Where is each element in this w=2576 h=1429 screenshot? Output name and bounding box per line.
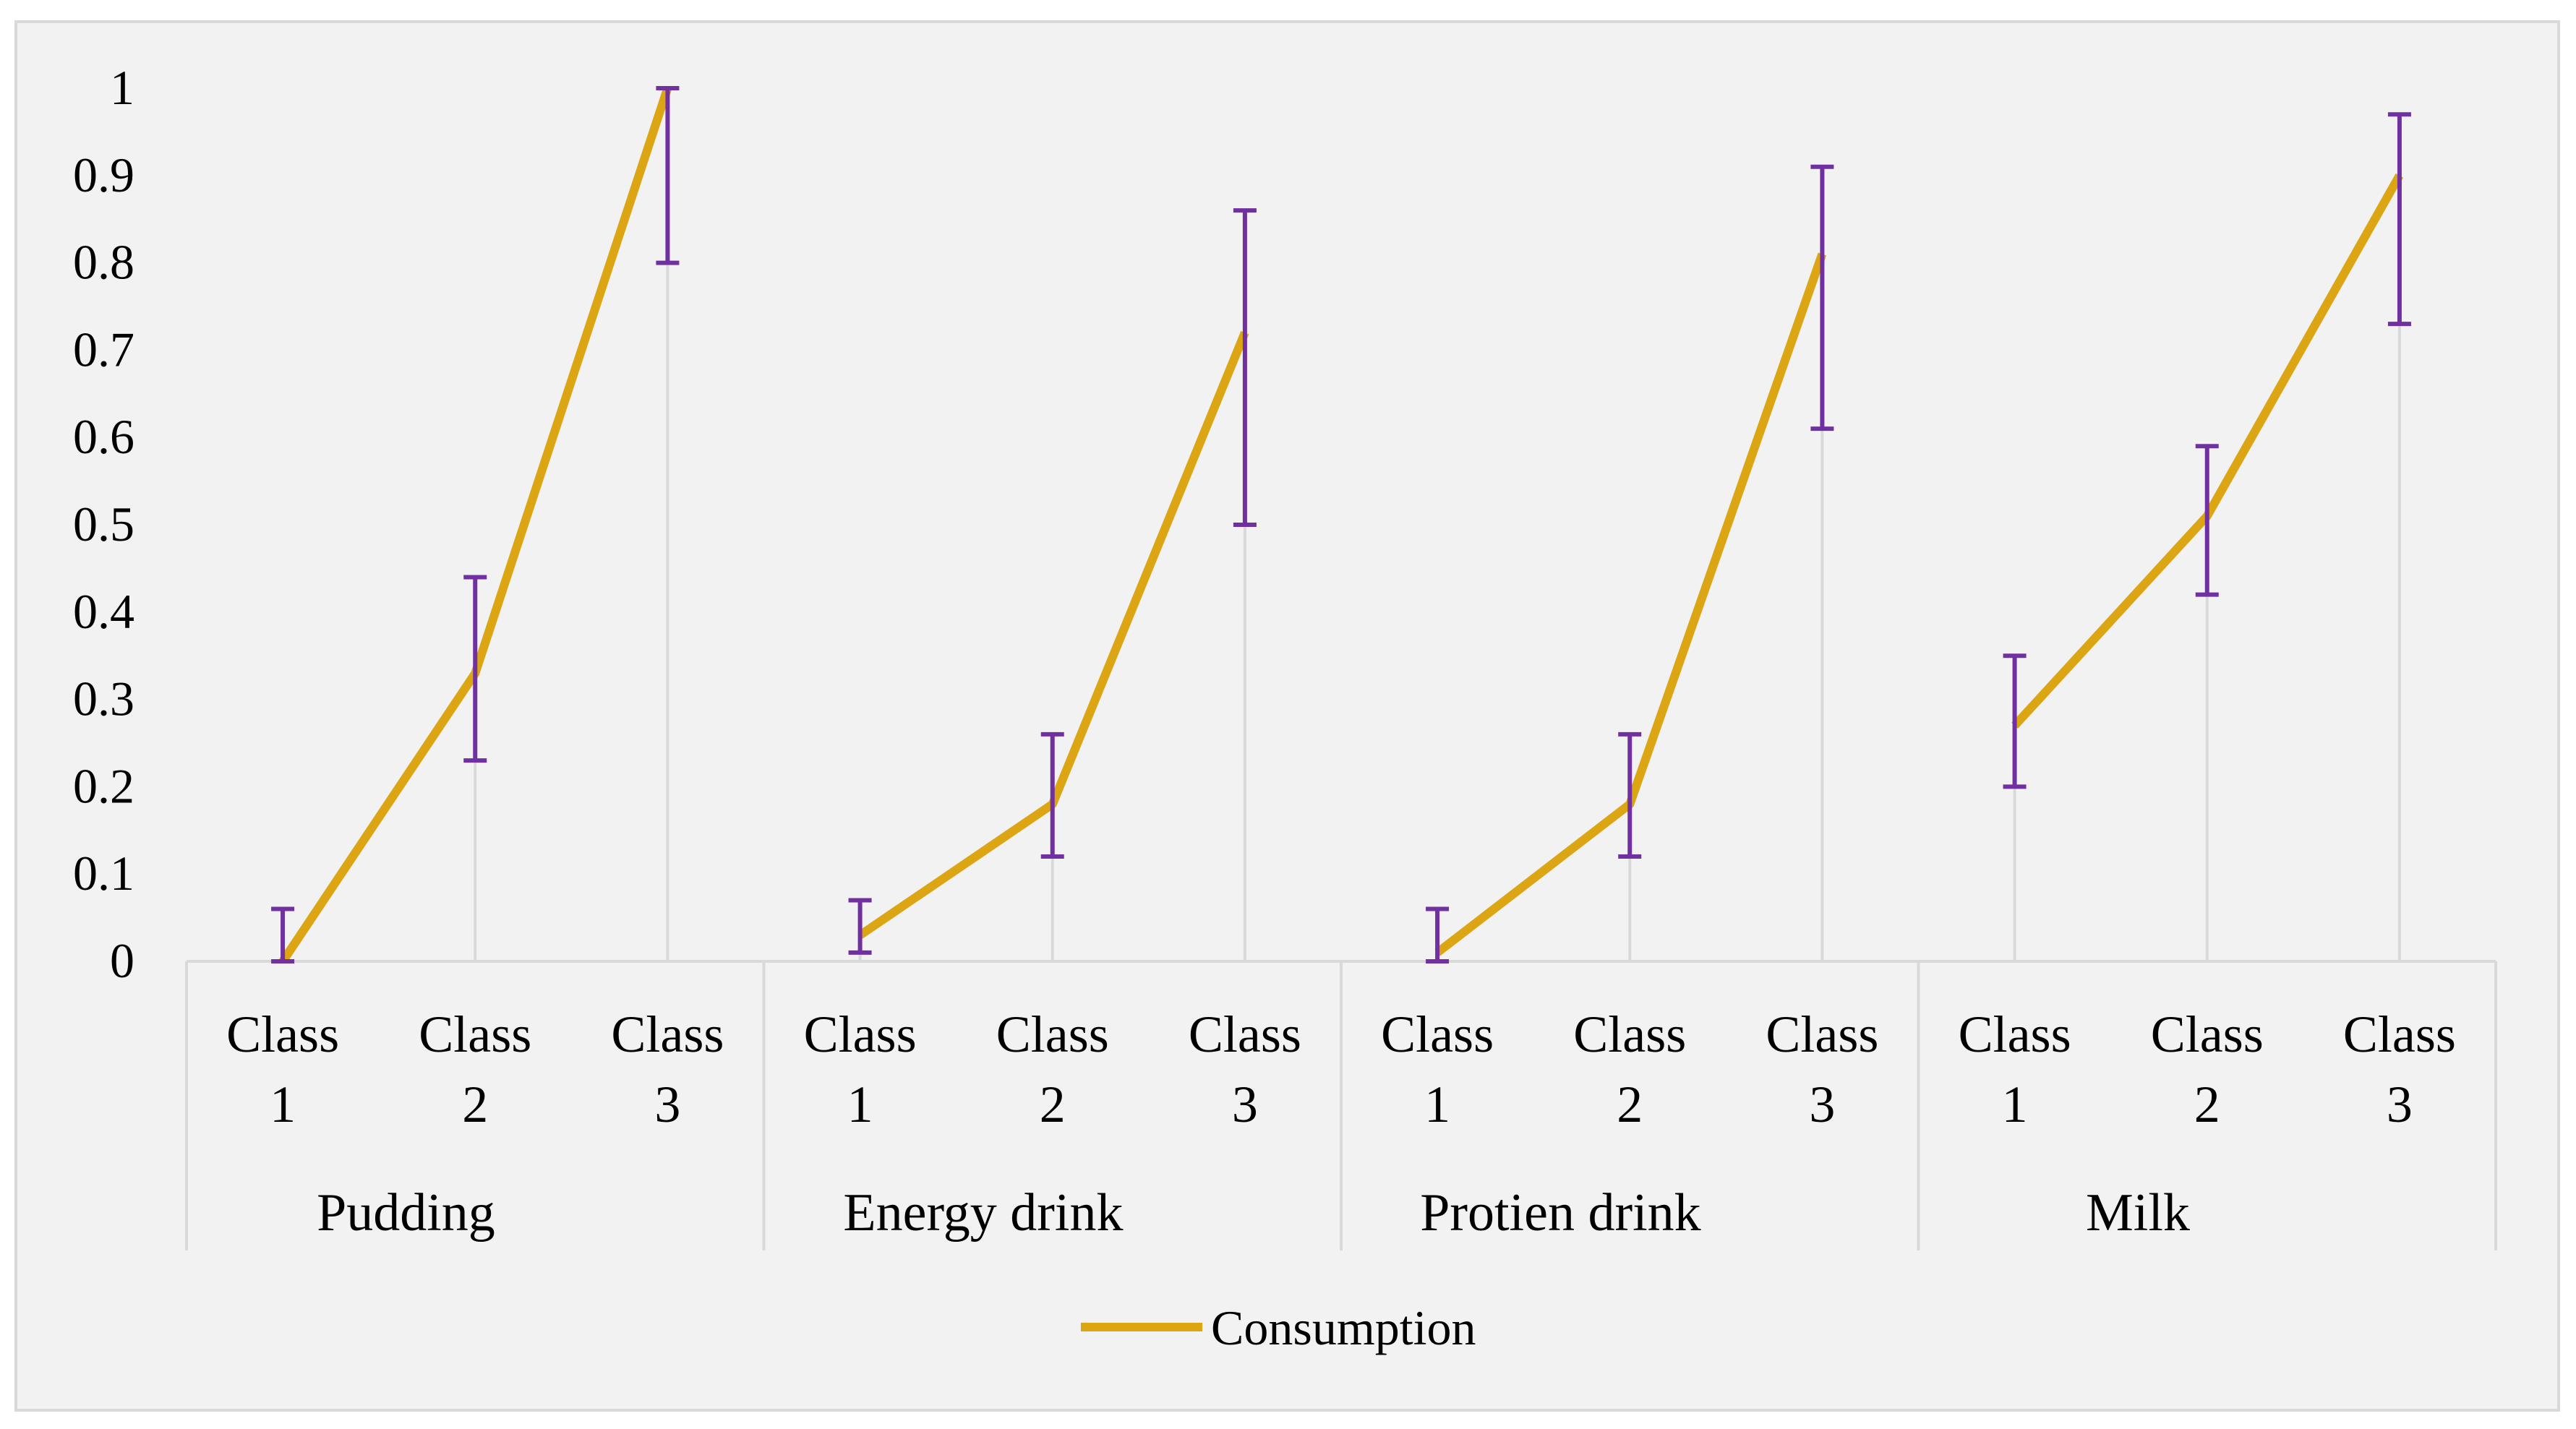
y-tick-label: 0.6 xyxy=(73,409,134,464)
x-tick-label-line: Class xyxy=(2151,1005,2264,1063)
x-tick-label: Class 3 xyxy=(611,1005,724,1133)
x-tick-label-line: 3 xyxy=(2387,1076,2413,1133)
legend: Consumption xyxy=(1081,1300,1476,1355)
x-tick-label-line: Class xyxy=(226,1005,339,1063)
x-tick-label-line: 1 xyxy=(1424,1076,1450,1133)
x-tick-label-line: Class xyxy=(996,1005,1109,1063)
x-tick-label-line: Class xyxy=(1381,1005,1494,1063)
x-tick-label-line: Class xyxy=(1573,1005,1686,1063)
x-tick-label-line: Class xyxy=(1959,1005,2071,1063)
y-tick-label: 0.3 xyxy=(73,671,134,726)
x-tick-label-line: Class xyxy=(1189,1005,1301,1063)
drop-lines xyxy=(474,88,2401,961)
x-tick-label: Class 1 xyxy=(1959,1005,2071,1133)
x-tick-label-line: 2 xyxy=(462,1076,488,1133)
group-label: Energy drink xyxy=(843,1183,1123,1243)
x-tick-label-line: 2 xyxy=(1040,1076,1066,1133)
x-tick-label-line: Class xyxy=(804,1005,917,1063)
group-label: Milk xyxy=(2086,1183,2190,1243)
legend-label: Consumption xyxy=(1211,1300,1476,1355)
x-tick-label-line: 3 xyxy=(654,1076,680,1133)
y-tick-label: 0.4 xyxy=(73,584,134,639)
y-axis-ticks: 0 0.1 0.2 0.3 0.4 0.5 0.6 0.7 0.8 0.9 1 xyxy=(73,60,134,988)
group-label: Pudding xyxy=(317,1183,495,1243)
x-tick-label: Class 1 xyxy=(804,1005,917,1133)
x-tick-label-line: 2 xyxy=(1617,1076,1643,1133)
x-tick-label-line: Class xyxy=(611,1005,724,1063)
x-tick-label-line: 1 xyxy=(847,1076,873,1133)
y-tick-label: 0 xyxy=(110,933,134,988)
x-tick-label: Class 2 xyxy=(419,1005,531,1133)
y-tick-label: 0.5 xyxy=(73,497,134,552)
group-label: Protien drink xyxy=(1420,1183,1700,1243)
x-tick-label-line: 1 xyxy=(270,1076,296,1133)
x-tick-label: Class 2 xyxy=(1573,1005,1686,1133)
x-tick-label: Class 3 xyxy=(1189,1005,1301,1133)
series-consumption xyxy=(279,87,2404,964)
x-tick-label-line: Class xyxy=(2343,1005,2456,1063)
y-tick-label: 0.7 xyxy=(73,322,134,377)
x-tick-label: Class 3 xyxy=(1766,1005,1878,1133)
x-tick-label-line: 2 xyxy=(2194,1076,2220,1133)
x-tick-label-line: 3 xyxy=(1232,1076,1258,1133)
x-tick-label-line: Class xyxy=(419,1005,531,1063)
y-tick-label: 0.8 xyxy=(73,235,134,290)
chart-frame xyxy=(14,20,2560,1412)
x-tick-label: Class 2 xyxy=(2151,1005,2264,1133)
y-tick-label: 1 xyxy=(110,60,134,115)
error-bars xyxy=(271,86,2411,964)
x-tick-label: Class 1 xyxy=(1381,1005,1494,1133)
x-tick-label: Class 1 xyxy=(226,1005,339,1133)
x-tick-label: Class 3 xyxy=(2343,1005,2456,1133)
x-tick-label-line: 1 xyxy=(2002,1076,2028,1133)
x-tick-label-line: Class xyxy=(1766,1005,1878,1063)
y-tick-label: 0.1 xyxy=(73,846,134,901)
y-tick-label: 0.2 xyxy=(73,758,134,813)
y-tick-label: 0.9 xyxy=(73,147,134,202)
x-tick-label: Class 2 xyxy=(996,1005,1109,1133)
x-tick-label-line: 3 xyxy=(1809,1076,1835,1133)
x-axis xyxy=(185,960,2497,1250)
